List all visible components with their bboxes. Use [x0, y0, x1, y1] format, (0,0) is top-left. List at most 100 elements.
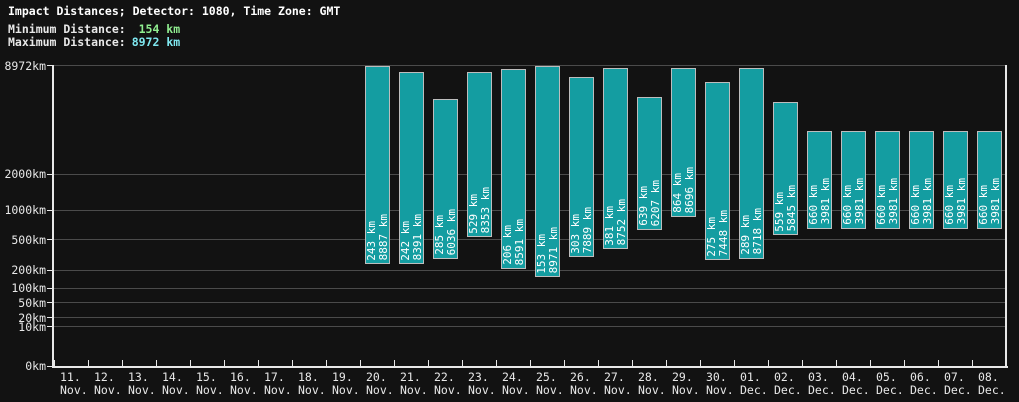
bar-label-group: 243 km 8887 km — [366, 69, 389, 260]
bar-min-label: 529 km — [467, 193, 480, 234]
x-tick-label-month: Nov. — [604, 383, 632, 397]
y-axis-tick — [47, 287, 54, 289]
bar-min-label: 275 km — [705, 216, 718, 257]
bar-max-label: 3981 km — [886, 178, 899, 225]
bar-max-label: 7889 km — [580, 206, 593, 254]
range-bar: 242 km 8391 km — [398, 71, 424, 265]
bar-max-label: 8391 km — [410, 214, 423, 261]
y-tick-label: 10km — [18, 319, 46, 334]
y-axis-tick — [47, 302, 54, 304]
x-tick-label-day: 19. — [332, 370, 353, 384]
x-axis-line — [52, 366, 1008, 368]
bar-max-label: 5845 km — [784, 185, 797, 232]
x-tick-label: 22. Nov. — [434, 371, 462, 397]
x-tick-label-day: 23. — [468, 370, 489, 384]
x-tick-label-month: Dec. — [842, 383, 870, 397]
range-bar: 243 km 8887 km — [364, 66, 390, 265]
y-axis-tick — [47, 239, 54, 241]
y-tick-label: 2000km — [4, 167, 46, 182]
x-tick-label: 13. Nov. — [128, 371, 156, 397]
y-tick-label: 20km — [18, 310, 46, 325]
x-tick-label: 23. Nov. — [468, 371, 496, 397]
bar-max-label: 3981 km — [920, 178, 933, 225]
x-tick-label: 26. Nov. — [570, 371, 598, 397]
x-tick-label-day: 12. — [94, 370, 115, 384]
bar-max-label: 6036 km — [444, 208, 457, 256]
x-tick-label: 05. Dec. — [876, 371, 904, 397]
x-axis-tick — [122, 360, 123, 366]
x-tick-label-month: Dec. — [910, 383, 938, 397]
bar-min-label: 660 km — [841, 184, 854, 225]
bar-min-label: 206 km — [501, 225, 514, 266]
x-tick-label-month: Nov. — [366, 383, 394, 397]
x-tick-label-day: 13. — [128, 370, 149, 384]
x-tick-label-day: 25. — [536, 370, 557, 384]
bar-label-group: 153 km 8971 km — [536, 69, 559, 273]
bar-min-label: 660 km — [807, 184, 820, 225]
x-tick-label-day: 02. — [774, 370, 795, 384]
x-tick-label: 30. Nov. — [706, 371, 734, 397]
bar-label-group: 285 km 6036 km — [434, 102, 457, 255]
x-axis-tick — [530, 360, 531, 366]
x-tick-label-day: 28. — [638, 370, 659, 384]
y-tick-label: 500km — [11, 232, 46, 247]
x-tick-label-day: 01. — [740, 370, 761, 384]
bar-label-group: 559 km 5845 km — [774, 105, 797, 232]
x-tick-label-month: Nov. — [332, 383, 360, 397]
x-tick-label: 29. Nov. — [672, 371, 700, 397]
range-bar: 275 km 7448 km — [704, 81, 730, 261]
x-axis-tick — [190, 360, 191, 366]
x-tick-label-month: Dec. — [978, 383, 1006, 397]
x-tick-label: 14. Nov. — [162, 371, 190, 397]
x-axis-tick — [666, 360, 667, 366]
y-axis-tick — [47, 269, 54, 271]
bar-min-label: 660 km — [875, 184, 888, 225]
bar-min-label: 660 km — [977, 184, 990, 225]
x-axis-tick — [326, 360, 327, 366]
x-tick-label-month: Nov. — [298, 383, 326, 397]
y-gridline — [54, 269, 1006, 271]
y-tick-label: 100km — [11, 281, 46, 295]
x-axis-tick — [938, 360, 939, 366]
range-bar: 285 km 6036 km — [432, 99, 458, 260]
x-tick-label-month: Nov. — [196, 383, 224, 397]
bar-label-group: 660 km 3981 km — [807, 134, 831, 225]
bar-min-label: 242 km — [399, 220, 412, 261]
x-tick-label-day: 06. — [910, 370, 931, 384]
x-tick-label: 15. Nov. — [196, 371, 224, 397]
x-axis-tick — [54, 360, 55, 366]
y-tick-label: 200km — [11, 263, 46, 277]
x-tick-label: 27. Nov. — [604, 371, 632, 397]
x-tick-label-month: Dec. — [876, 383, 904, 397]
x-axis-tick — [258, 360, 259, 366]
y-gridline — [54, 209, 1006, 211]
x-tick-label-day: 26. — [570, 370, 591, 384]
x-tick-label-day: 21. — [400, 370, 421, 384]
x-axis-tick — [428, 360, 429, 366]
maximum-distance-row: Maximum Distance: 8972 km — [8, 36, 180, 49]
plot-right-border — [1005, 64, 1007, 368]
x-axis-tick — [394, 360, 395, 366]
range-bar: 381 km 8752 km — [602, 67, 628, 250]
x-tick-label-day: 07. — [944, 370, 965, 384]
x-tick-label-month: Nov. — [672, 383, 700, 397]
bar-label-group: 289 km 8718 km — [740, 71, 763, 254]
range-bar: 559 km 5845 km — [772, 101, 798, 236]
y-axis-tick — [47, 209, 54, 211]
x-tick-label-month: Nov. — [468, 383, 496, 397]
range-bar: 289 km 8718 km — [738, 68, 764, 259]
range-bar: 639 km 6207 km — [636, 96, 662, 230]
x-tick-label-month: Nov. — [264, 383, 292, 397]
range-bar: 660 km 3981 km — [908, 130, 934, 229]
x-tick-label-day: 03. — [808, 370, 829, 384]
x-tick-label: 11. Nov. — [60, 371, 88, 397]
x-tick-label-day: 11. — [60, 370, 81, 384]
x-axis-tick — [462, 360, 463, 366]
x-tick-label-month: Nov. — [706, 383, 734, 397]
x-axis-tick — [1006, 360, 1007, 366]
bar-label-group: 206 km 8591 km — [502, 72, 525, 265]
bar-label-group: 660 km 3981 km — [944, 134, 967, 224]
x-tick-label-month: Nov. — [94, 383, 122, 397]
